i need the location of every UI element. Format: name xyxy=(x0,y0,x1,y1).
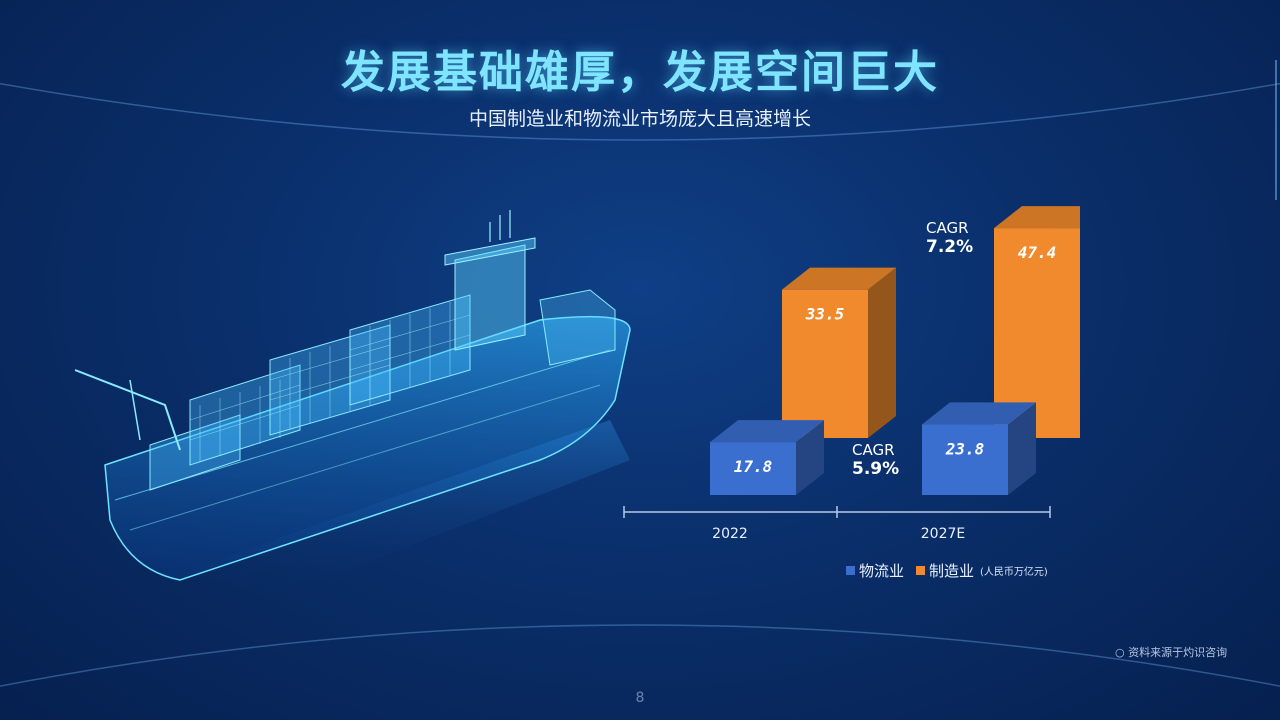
cagr-value: 5.9% xyxy=(852,459,900,479)
page-title: 发展基础雄厚，发展空间巨大 xyxy=(341,47,939,98)
page-number: 8 xyxy=(635,690,645,706)
bar-manufacturing-2022 xyxy=(782,267,896,438)
cagr-value: 7.2% xyxy=(926,237,974,257)
x-tick-label-2027E: 2027E xyxy=(921,526,965,542)
bar-logistics-2022 xyxy=(710,420,824,495)
legend-unit: (人民币万亿元) xyxy=(980,567,1048,578)
legend-label-manufacturing: 制造业 xyxy=(929,562,975,580)
bar-chart: 2022 2027E 33.5 47.4 17.8 23.8 xyxy=(623,206,1080,542)
x-tick-label-2022: 2022 xyxy=(712,526,748,542)
legend-label-logistics: 物流业 xyxy=(859,562,905,580)
source-note: ○ 资料来源于灼识咨询 xyxy=(1115,646,1228,659)
bar-value-label: 33.5 xyxy=(805,305,845,324)
bar-value-label: 47.4 xyxy=(1018,243,1057,262)
cagr-label-manufacturing: CAGR 7.2% xyxy=(926,219,973,257)
bar-logistics-2027E xyxy=(922,402,1036,495)
legend-swatch-manufacturing xyxy=(916,566,926,575)
page-subtitle: 中国制造业和物流业市场庞大且高速增长 xyxy=(468,108,811,130)
cagr-label-text: CAGR xyxy=(852,441,895,459)
bar-manufacturing-2027E xyxy=(994,206,1080,438)
cagr-label-logistics: CAGR 5.9% xyxy=(852,441,899,479)
chart-legend: 物流业 制造业 (人民币万亿元) xyxy=(846,560,1048,581)
bar-value-label: 17.8 xyxy=(734,457,773,476)
bar-value-label: 23.8 xyxy=(945,439,985,458)
cagr-label-text: CAGR xyxy=(926,219,969,237)
container-ship-illustration xyxy=(74,210,631,600)
legend-swatch-logistics xyxy=(846,566,855,575)
